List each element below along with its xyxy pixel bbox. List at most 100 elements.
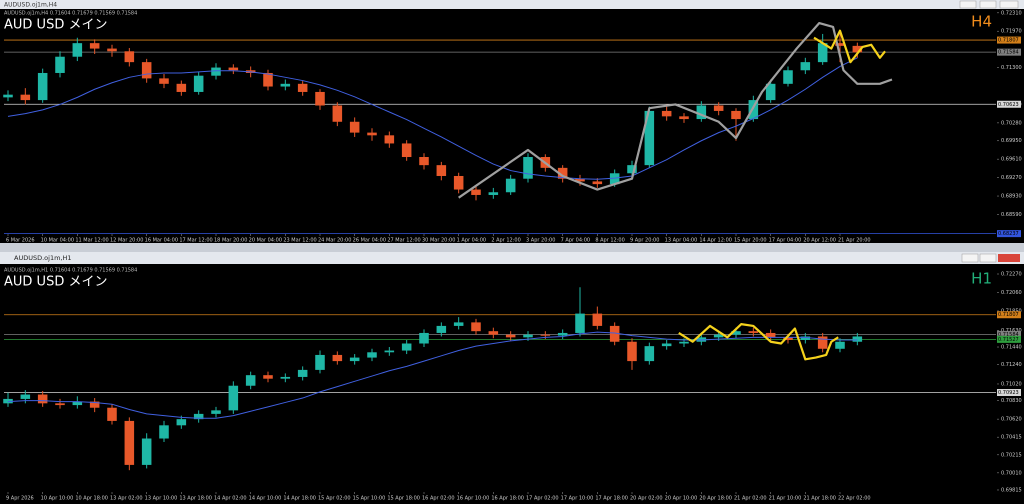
candle-body	[817, 336, 828, 349]
x-tick-label: 16 Mar 04:00	[145, 238, 178, 244]
price-level-tag	[997, 311, 1021, 319]
candle-body	[679, 341, 689, 344]
candle-body	[592, 313, 603, 326]
window-title: AUDUSD.oj1m,H4	[4, 2, 57, 9]
candle-body	[37, 394, 48, 404]
candle-body	[731, 110, 741, 120]
x-tick-label: 17 Apr 02:00	[526, 496, 559, 502]
x-tick-label: 15 Apr 18:00	[387, 496, 420, 502]
price-level-label: 0.70623	[998, 102, 1019, 108]
price-level-tag	[997, 36, 1021, 44]
x-tick-label: 18 Mar 20:00	[214, 238, 247, 244]
price-level-tag	[997, 335, 1021, 343]
candle-body	[228, 385, 239, 411]
x-tick-label: 8 Apr 12:00	[595, 238, 624, 244]
candle-body	[107, 48, 117, 52]
y-tick-label: 0.70620	[1001, 417, 1022, 423]
candle-body	[3, 94, 13, 98]
x-tick-label: 13 Apr 18:00	[179, 496, 212, 502]
candle-body	[592, 181, 603, 185]
x-tick-label: 9 Apr 20:00	[630, 238, 659, 244]
candle-body	[817, 43, 828, 63]
x-tick-label: 21 Apr 02:00	[734, 496, 767, 502]
x-tick-label: 15 Apr 10:00	[353, 496, 386, 502]
x-tick-label: 17 Apr 18:00	[595, 496, 628, 502]
price-level-tag	[997, 389, 1021, 397]
x-tick-label: 17 Apr 04:00	[769, 238, 802, 244]
candle-body	[783, 337, 793, 340]
candle-body	[453, 322, 464, 326]
x-tick-label: 21 Apr 20:00	[838, 238, 871, 244]
candle-body	[193, 413, 204, 420]
x-tick-label: 13 Apr 10:00	[145, 496, 178, 502]
candle-body	[852, 336, 863, 342]
chart-info: AUDUSD.oj1m,H1 0.71604 0.71679 0.71569 0…	[4, 268, 137, 274]
candle-body	[280, 376, 291, 379]
x-tick-label: 14 Apr 12:00	[699, 238, 732, 244]
price-level-label: 0.71584	[998, 332, 1019, 338]
candle-body	[783, 70, 793, 84]
x-tick-label: 9 Apr 2026	[6, 496, 34, 502]
candle-body	[609, 325, 620, 342]
title-bar	[0, 252, 1024, 264]
price-level-tag	[997, 230, 1021, 238]
y-tick-label: 0.69610	[1001, 157, 1022, 163]
window-controls[interactable]	[961, 253, 1020, 263]
price-level-label: 0.71807	[998, 38, 1019, 44]
x-tick-label: 23 Mar 12:00	[283, 238, 316, 244]
x-tick-label: 6 Mar 2026	[6, 238, 35, 244]
x-tick-label: 11 Mar 12:00	[75, 238, 108, 244]
window-h4	[0, 0, 1024, 243]
x-tick-label: 16 Apr 02:00	[422, 496, 455, 502]
candle-body	[644, 110, 655, 166]
candle-body	[20, 94, 31, 101]
y-tick-label: 0.72270	[1001, 272, 1022, 278]
window-controls[interactable]	[959, 0, 1019, 9]
candle-body	[713, 105, 724, 111]
maximize-button[interactable]	[979, 0, 997, 9]
price-level-label: 0.71807	[998, 312, 1019, 318]
candle-body	[384, 350, 395, 353]
x-tick-label: 14 Apr 18:00	[283, 496, 316, 502]
y-tick-label: 0.70280	[1001, 120, 1022, 126]
candle-body	[505, 334, 516, 338]
x-tick-label: 26 Mar 04:00	[353, 238, 386, 244]
y-tick-label: 0.69270	[1001, 175, 1022, 181]
chart-title: AUD USD メイン	[4, 275, 107, 290]
y-tick-label: 0.71440	[1001, 345, 1022, 351]
candle-body	[332, 354, 343, 362]
candle-body	[835, 43, 845, 46]
candle-body	[159, 425, 169, 439]
candle-body	[852, 45, 863, 53]
title-bar	[0, 0, 1024, 9]
price-level-label: 0.71584	[998, 50, 1019, 56]
x-tick-label: 22 Apr 02:00	[838, 496, 871, 502]
y-tick-label: 0.71630	[1001, 328, 1022, 334]
y-tick-label: 0.72060	[1001, 290, 1022, 296]
candle-body	[731, 331, 741, 335]
candle-body	[401, 343, 412, 351]
minimize-button[interactable]	[959, 0, 977, 9]
x-tick-label: 2 Apr 12:00	[491, 238, 520, 244]
price-level-tag	[997, 100, 1021, 108]
maximize-button[interactable]	[979, 253, 997, 263]
x-tick-label: 15 Apr 02:00	[318, 496, 351, 502]
candle-body	[661, 343, 672, 347]
candle-body	[89, 401, 100, 408]
close-button[interactable]	[998, 254, 1020, 262]
close-button[interactable]	[999, 0, 1019, 9]
minimize-button[interactable]	[961, 253, 979, 263]
x-tick-label: 13 Apr 04:00	[665, 238, 698, 244]
x-tick-label: 14 Apr 10:00	[249, 496, 282, 502]
candle-body	[367, 132, 377, 136]
price-level-label: 0.71527	[998, 337, 1019, 343]
window-h1	[0, 252, 1024, 504]
candle-body	[765, 332, 776, 338]
x-tick-label: 16 Apr 10:00	[457, 496, 490, 502]
candle-body	[55, 56, 65, 73]
candle-body	[679, 116, 689, 120]
x-tick-label: 10 Apr 18:00	[75, 496, 108, 502]
candle-body	[20, 394, 31, 399]
